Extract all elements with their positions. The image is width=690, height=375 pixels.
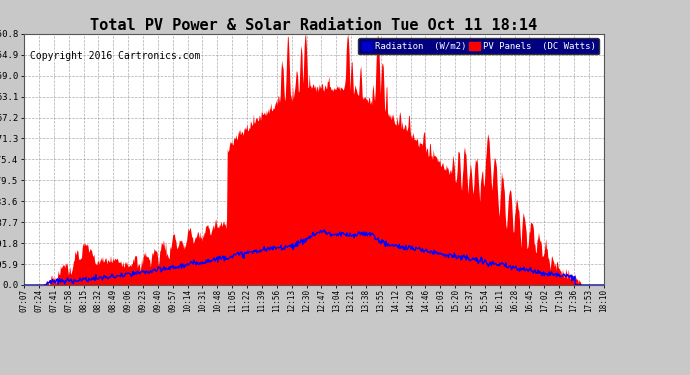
Legend: Radiation  (W/m2), PV Panels  (DC Watts): Radiation (W/m2), PV Panels (DC Watts) [358, 38, 599, 54]
Text: Copyright 2016 Cartronics.com: Copyright 2016 Cartronics.com [30, 51, 200, 62]
Title: Total PV Power & Solar Radiation Tue Oct 11 18:14: Total PV Power & Solar Radiation Tue Oct… [90, 18, 538, 33]
